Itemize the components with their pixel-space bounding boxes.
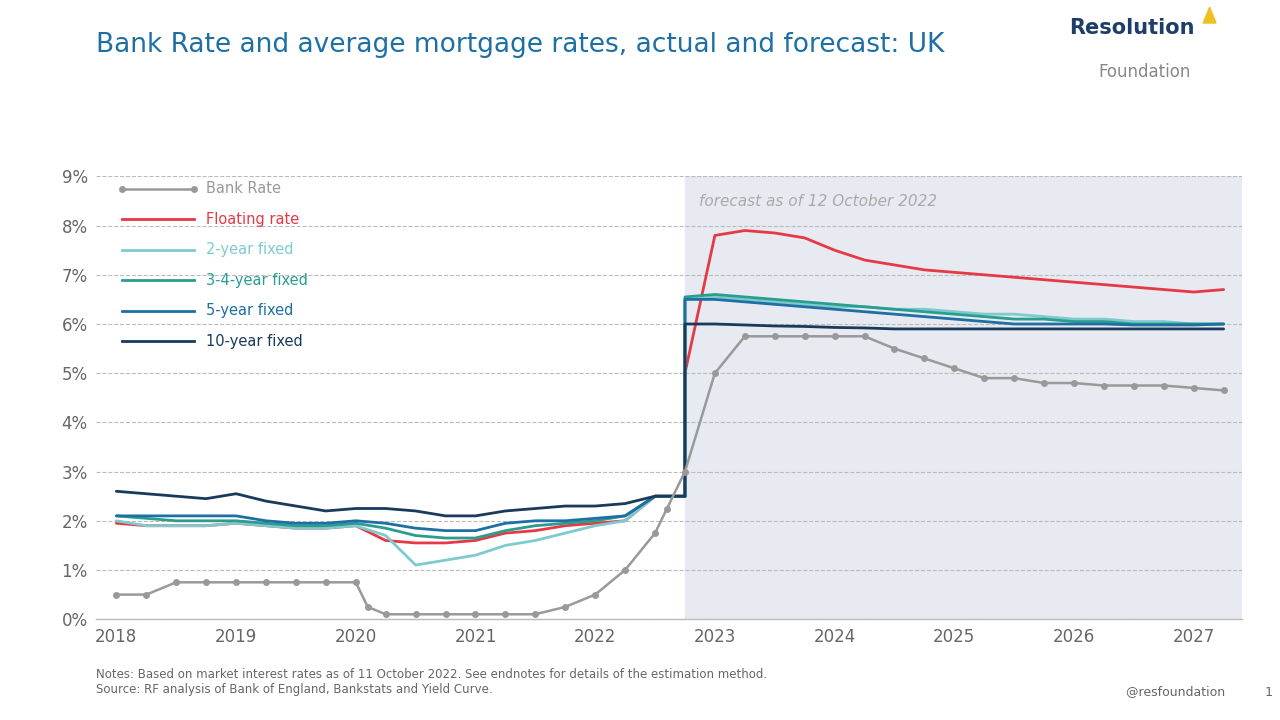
Text: Resolution: Resolution <box>1069 18 1194 38</box>
Text: @resfoundation          1: @resfoundation 1 <box>1126 685 1274 698</box>
Text: 3-4-year fixed: 3-4-year fixed <box>206 273 308 288</box>
Text: forecast as of 12 October 2022: forecast as of 12 October 2022 <box>699 194 937 209</box>
Text: Floating rate: Floating rate <box>206 212 300 227</box>
Text: 2-year fixed: 2-year fixed <box>206 242 293 257</box>
Bar <box>685 176 1280 619</box>
Text: Notes: Based on market interest rates as of 11 October 2022. See endnotes for de: Notes: Based on market interest rates as… <box>96 668 767 696</box>
Text: 10-year fixed: 10-year fixed <box>206 333 303 348</box>
Text: Foundation: Foundation <box>1098 63 1190 81</box>
Text: Bank Rate: Bank Rate <box>206 181 282 197</box>
Text: 5-year fixed: 5-year fixed <box>206 303 293 318</box>
Text: Bank Rate and average mortgage rates, actual and forecast: UK: Bank Rate and average mortgage rates, ac… <box>96 32 945 58</box>
